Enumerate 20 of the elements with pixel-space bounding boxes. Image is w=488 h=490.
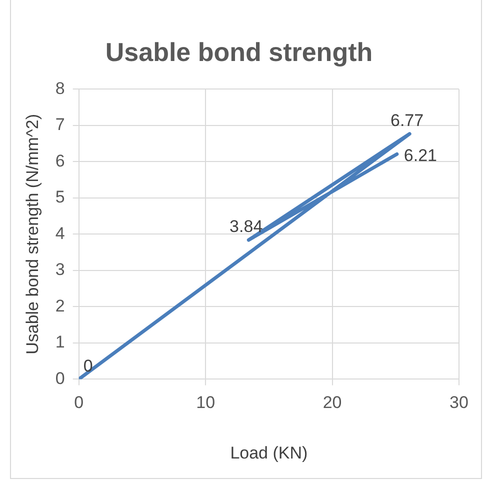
- y-tick-label: 5: [55, 188, 65, 207]
- x-axis-title: Load (KN): [230, 443, 308, 462]
- data-label: 3.84: [230, 217, 263, 236]
- chart-title: Usable bond strength: [105, 36, 373, 67]
- y-tick-label: 0: [55, 368, 65, 388]
- y-axis-title: Usable bond strength (N/mm^2): [22, 114, 42, 354]
- data-label: 6.77: [390, 110, 424, 130]
- data-label: 6.21: [404, 146, 438, 165]
- y-tick-label: 7: [55, 115, 65, 134]
- y-tick-label: 6: [55, 151, 65, 170]
- y-tick-label: 2: [55, 296, 65, 316]
- x-tick-label: 30: [450, 393, 468, 412]
- data-label: 0: [83, 356, 93, 376]
- x-tick-label: 0: [74, 393, 84, 412]
- x-tick-label: 20: [322, 393, 342, 412]
- y-tick-label: 4: [55, 224, 65, 243]
- y-tick-label: 8: [55, 78, 65, 98]
- y-tick-label: 1: [55, 332, 65, 352]
- y-tick-label: 3: [55, 260, 65, 280]
- x-tick-label: 10: [196, 393, 216, 412]
